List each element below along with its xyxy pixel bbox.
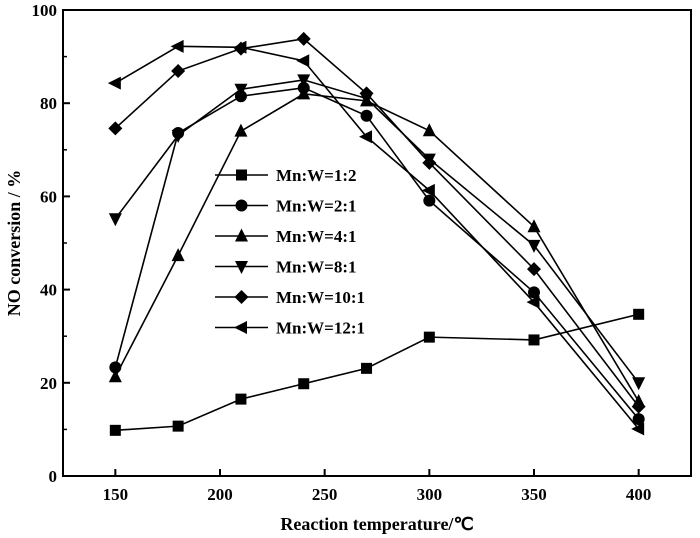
x-tick-label: 300 (417, 485, 443, 504)
data-point (361, 362, 373, 374)
data-point (297, 86, 311, 100)
data-point (171, 64, 186, 79)
data-point (109, 424, 121, 436)
y-tick-label: 60 (40, 187, 57, 206)
data-point (172, 420, 184, 432)
series-2 (109, 81, 645, 426)
data-point (108, 369, 122, 383)
x-tick-label: 250 (312, 485, 338, 504)
legend-label: Mn:W=4:1 (276, 227, 357, 246)
series-5 (108, 31, 646, 414)
series-line (114, 45, 640, 430)
x-tick-label: 350 (521, 485, 547, 504)
legend: Mn:W=1:2 Mn:W=2:1 Mn:W=4:1 Mn:W=8:1 Mn:W=10:… (215, 166, 365, 338)
legend-marker (234, 290, 249, 304)
data-point (235, 393, 247, 405)
data-point (421, 183, 435, 197)
data-point (528, 286, 540, 299)
data-point (170, 39, 184, 53)
data-point (296, 31, 311, 46)
data-point (107, 76, 121, 90)
legend-marker (235, 261, 248, 274)
y-tick-label: 0 (49, 467, 58, 486)
y-tick-label: 40 (40, 281, 57, 300)
series-3 (108, 86, 646, 407)
data-point (359, 86, 374, 101)
data-point (527, 219, 541, 233)
y-tick-label: 100 (32, 1, 58, 20)
data-point (234, 83, 248, 97)
data-point (422, 155, 437, 170)
series-1 (109, 308, 645, 436)
data-point (527, 239, 541, 253)
data-point (526, 295, 540, 309)
data-point (108, 121, 123, 136)
data-point (422, 123, 436, 137)
series-line (114, 38, 640, 408)
x-tick-label: 150 (103, 485, 129, 504)
data-point (528, 334, 540, 346)
legend-label: Mn:W=1:2 (276, 166, 357, 185)
series-layer (107, 31, 646, 436)
data-point (631, 422, 645, 436)
series-line (114, 93, 640, 402)
data-point (527, 262, 541, 277)
legend-marker (235, 228, 248, 242)
data-point (423, 194, 436, 207)
legend-label: Mn:W=2:1 (276, 197, 357, 216)
data-point (108, 213, 122, 227)
data-point (171, 129, 185, 143)
series-6 (107, 39, 645, 436)
legend-label: Mn:W=8:1 (276, 258, 357, 277)
y-axis-title: NO conversion / % (4, 170, 24, 317)
data-point (633, 308, 645, 320)
x-tick-label: 200 (207, 485, 233, 504)
data-point (233, 40, 247, 54)
y-tick-label: 80 (40, 94, 57, 113)
data-point (632, 377, 646, 391)
series-line (115, 313, 639, 432)
legend-label: Mn:W=12:1 (276, 319, 365, 338)
legend-marker (236, 169, 247, 181)
plot-frame (62, 9, 692, 477)
data-point (171, 248, 185, 262)
axis-ticks: 150 200 250 300 350 400 0 20 40 60 80 100 (32, 1, 652, 504)
data-point (297, 74, 311, 88)
series-line (114, 86, 640, 420)
data-point (631, 399, 646, 414)
data-point (298, 378, 310, 390)
x-tick-label: 400 (626, 485, 652, 504)
data-point (632, 413, 645, 426)
series-line (114, 79, 640, 384)
x-axis-title: Reaction temperature/℃ (280, 514, 473, 534)
data-point (423, 331, 435, 343)
y-tick-label: 20 (40, 374, 57, 393)
data-point (296, 54, 310, 68)
legend-marker (234, 321, 247, 334)
legend-marker (235, 199, 248, 212)
data-point (359, 130, 373, 144)
legend-label: Mn:W=10:1 (276, 288, 365, 307)
data-point (360, 109, 373, 122)
data-point (234, 123, 248, 137)
